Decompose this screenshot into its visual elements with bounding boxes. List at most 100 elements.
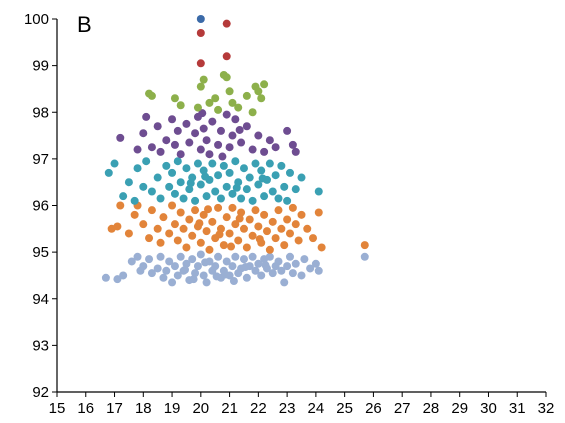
data-point [162, 136, 171, 145]
data-point [280, 182, 289, 191]
x-tick-label: 22 [250, 400, 267, 417]
x-tick-label: 29 [451, 400, 468, 417]
data-point [271, 171, 280, 180]
data-point [173, 236, 182, 245]
data-point [254, 180, 263, 189]
series-f [196, 19, 231, 68]
data-point [214, 252, 223, 261]
data-point [195, 219, 204, 228]
axes: 92 93 94 95 96 97 98 99 100 15 16 17 18 19 20 21 22 23 24 2… [24, 11, 554, 417]
data-point [225, 229, 234, 238]
data-point [205, 245, 214, 254]
data-point [179, 194, 188, 203]
data-point [257, 271, 266, 280]
data-point [110, 159, 119, 168]
data-point [165, 229, 174, 238]
data-point [159, 273, 168, 282]
data-point [222, 213, 231, 222]
data-point [300, 255, 309, 264]
data-point [205, 150, 214, 159]
data-point [182, 243, 191, 252]
data-point [139, 182, 148, 191]
data-point [165, 182, 174, 191]
data-point [229, 277, 238, 286]
data-point [170, 140, 179, 149]
data-point [199, 124, 208, 133]
data-point [191, 206, 200, 215]
data-point [261, 261, 270, 270]
data-point [268, 217, 277, 226]
data-point [360, 252, 369, 261]
data-point [142, 112, 151, 121]
data-point [309, 234, 318, 243]
data-point [193, 159, 202, 168]
data-point [116, 201, 125, 210]
y-tick-label: 98 [32, 104, 49, 121]
data-point [208, 159, 217, 168]
data-point [176, 178, 185, 187]
x-tick-label: 28 [423, 400, 440, 417]
data-point [176, 208, 185, 217]
data-point [245, 173, 254, 182]
data-point [277, 224, 286, 233]
data-point [133, 145, 142, 154]
data-point [228, 131, 237, 140]
data-point [242, 185, 251, 194]
data-point [317, 243, 326, 252]
data-point [231, 115, 240, 124]
data-point [297, 210, 306, 219]
data-point [231, 157, 240, 166]
y-tick-label: 99 [32, 58, 49, 75]
data-point [237, 208, 246, 217]
data-point [257, 94, 266, 103]
data-point [237, 138, 246, 147]
data-point [239, 255, 248, 264]
data-point [193, 262, 202, 271]
data-point [196, 145, 205, 154]
data-point [265, 159, 274, 168]
data-point [237, 194, 246, 203]
data-point [168, 115, 177, 124]
data-point [283, 126, 292, 135]
series-a [101, 250, 369, 287]
data-point [360, 241, 369, 250]
data-point [251, 159, 260, 168]
data-point [291, 147, 300, 156]
data-point [142, 157, 151, 166]
data-point [245, 215, 254, 224]
x-tick-label: 20 [192, 400, 209, 417]
data-point [242, 91, 251, 100]
data-point [133, 164, 142, 173]
data-point [204, 205, 213, 214]
data-point [182, 119, 191, 128]
data-point [219, 241, 228, 250]
data-point [265, 245, 274, 254]
data-point [242, 273, 251, 282]
x-tick-label: 31 [509, 400, 526, 417]
data-point [260, 210, 269, 219]
data-point [228, 203, 237, 212]
data-point [162, 266, 171, 275]
data-point [182, 164, 191, 173]
data-point [139, 129, 148, 138]
data-point [153, 224, 162, 233]
data-point [147, 206, 156, 215]
data-point [139, 262, 148, 271]
data-point [153, 122, 162, 131]
x-tick-label: 30 [480, 400, 497, 417]
data-point [156, 238, 165, 247]
data-point [147, 187, 156, 196]
data-point [189, 275, 198, 284]
data-point [231, 252, 240, 261]
data-point [294, 236, 303, 245]
data-point [182, 259, 191, 268]
data-point [221, 270, 230, 279]
data-point [222, 257, 231, 266]
x-tick-label: 26 [365, 400, 382, 417]
data-point [147, 91, 156, 100]
data-point [119, 192, 128, 201]
data-point [268, 269, 277, 278]
data-point [254, 87, 263, 96]
panel-label: B [77, 12, 92, 37]
series-d [116, 109, 300, 161]
